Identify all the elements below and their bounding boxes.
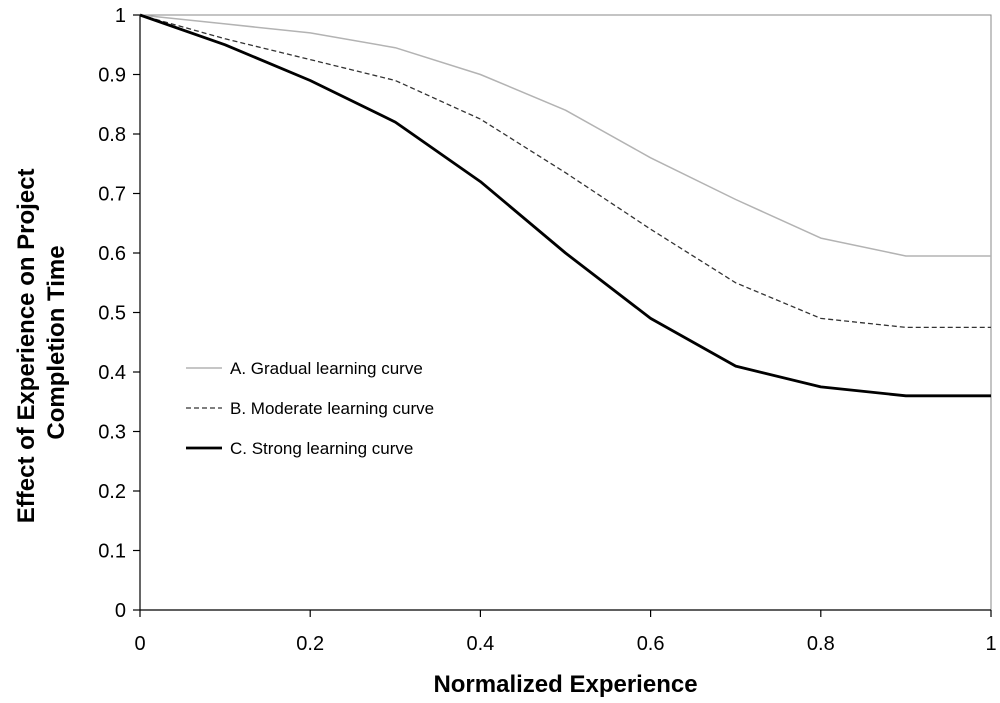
series-line-strong — [139, 13, 991, 398]
y-axis-title: Effect of Experience on Project Completi… — [13, 162, 70, 523]
y-axis-title-line-2: Completion Time — [43, 245, 70, 439]
plot-frame — [139, 14, 992, 611]
x-tick-label: 0 — [134, 633, 145, 655]
x-tick-label: 0.6 — [637, 633, 665, 655]
x-tick-label: 0.8 — [807, 633, 835, 655]
series-line-gradual — [139, 14, 991, 257]
y-tick-label: 1 — [115, 5, 126, 27]
x-axis-ticks: 0 0.2 0.4 0.6 0.8 1 — [134, 610, 997, 655]
legend-label-gradual: A. Gradual learning curve — [230, 359, 423, 378]
y-tick-label: 0.5 — [98, 303, 126, 325]
y-axis-title-line-1: Effect of Experience on Project — [13, 168, 40, 523]
y-tick-label: 0 — [115, 600, 126, 622]
y-tick-label: 0.7 — [98, 184, 126, 206]
y-axis-ticks: 0 0.1 0.2 0.3 0.4 0.5 0.6 0.7 0.8 0.9 1 — [98, 5, 140, 622]
series-layer — [139, 13, 991, 398]
legend-label-strong: C. Strong learning curve — [230, 439, 413, 458]
y-tick-label: 0.1 — [98, 541, 126, 563]
x-tick-label: 0.2 — [296, 633, 324, 655]
y-tick-label: 0.3 — [98, 422, 126, 444]
y-tick-label: 0.6 — [98, 243, 126, 265]
y-tick-label: 0.4 — [98, 362, 126, 384]
legend-label-moderate: B. Moderate learning curve — [230, 399, 434, 418]
y-tick-label: 0.8 — [98, 124, 126, 146]
x-axis-title: Normalized Experience — [433, 671, 697, 698]
y-tick-label: 0.9 — [98, 65, 126, 87]
series-line-moderate — [139, 14, 991, 329]
legend: A. Gradual learning curve B. Moderate lea… — [186, 359, 434, 458]
plot-area — [139, 14, 992, 611]
x-tick-label: 0.4 — [466, 633, 494, 655]
x-tick-label: 1 — [985, 633, 996, 655]
y-tick-label: 0.2 — [98, 481, 126, 503]
